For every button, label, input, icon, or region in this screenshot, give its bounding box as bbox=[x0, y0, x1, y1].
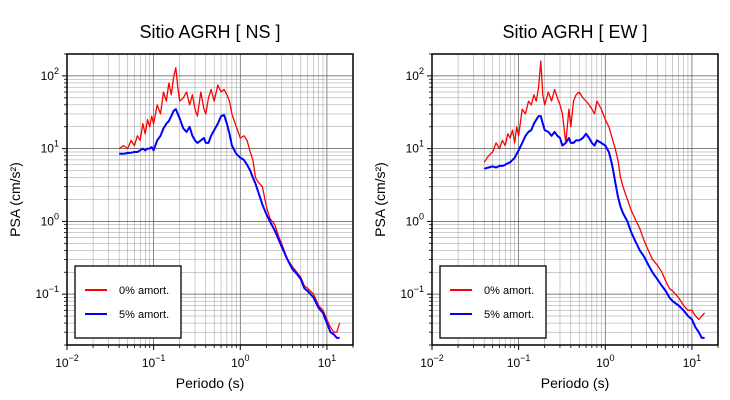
y-axis-label: PSA (cm/s²) bbox=[372, 162, 388, 237]
series-line-red bbox=[483, 60, 706, 321]
y-tick-label: 10−1 bbox=[400, 284, 424, 301]
chart-2: 10−2 10−1 100 101 10−1 100 101 102 Sitio AGRH [ … bbox=[372, 22, 719, 391]
grid bbox=[66, 53, 354, 346]
series-line-blue bbox=[119, 108, 340, 339]
x-tick-label: 101 bbox=[683, 353, 701, 370]
x-tick-label: 10−2 bbox=[420, 353, 444, 370]
y-tick-label: 102 bbox=[41, 66, 59, 83]
x-tick-label: 100 bbox=[596, 353, 614, 370]
y-axis: 10−1 100 101 102 bbox=[35, 53, 67, 346]
chart-title: Sitio AGRH [ NS ] bbox=[139, 22, 280, 42]
x-axis: 10−2 10−1 100 101 bbox=[55, 345, 354, 370]
legend-label: 5% amort. bbox=[484, 309, 534, 321]
x-tick-label: 10−1 bbox=[507, 353, 531, 370]
legend-label: 5% amort. bbox=[119, 309, 169, 321]
legend: 0% amort. 5% amort. bbox=[439, 265, 547, 339]
x-tick-label: 10−2 bbox=[55, 353, 79, 370]
chart-title: Sitio AGRH [ EW ] bbox=[502, 22, 647, 42]
x-axis: 10−2 10−1 100 101 bbox=[420, 345, 719, 370]
y-axis-label: PSA (cm/s²) bbox=[7, 162, 23, 237]
x-tick-label: 10−1 bbox=[142, 353, 166, 370]
legend: 0% amort. 5% amort. bbox=[74, 265, 182, 339]
legend-box bbox=[74, 265, 182, 339]
x-axis-label: Periodo (s) bbox=[541, 375, 609, 391]
x-tick-label: 101 bbox=[318, 353, 336, 370]
y-axis: 10−1 100 101 102 bbox=[400, 53, 432, 346]
y-tick-label: 100 bbox=[41, 211, 59, 228]
y-tick-label: 101 bbox=[406, 139, 424, 156]
x-axis-label: Periodo (s) bbox=[176, 375, 244, 391]
legend-label: 0% amort. bbox=[484, 285, 534, 297]
x-tick-label: 100 bbox=[231, 353, 249, 370]
chart-1: 10−2 10−1 100 101 10−1 100 101 102 Sitio AGRH [ … bbox=[7, 22, 354, 391]
y-tick-label: 100 bbox=[406, 211, 424, 228]
legend-box bbox=[439, 265, 547, 339]
legend-label: 0% amort. bbox=[119, 285, 169, 297]
y-tick-label: 101 bbox=[41, 139, 59, 156]
y-tick-label: 102 bbox=[406, 66, 424, 83]
y-tick-label: 10−1 bbox=[35, 284, 59, 301]
series-line-blue bbox=[483, 115, 705, 339]
series-line-red bbox=[118, 66, 341, 333]
